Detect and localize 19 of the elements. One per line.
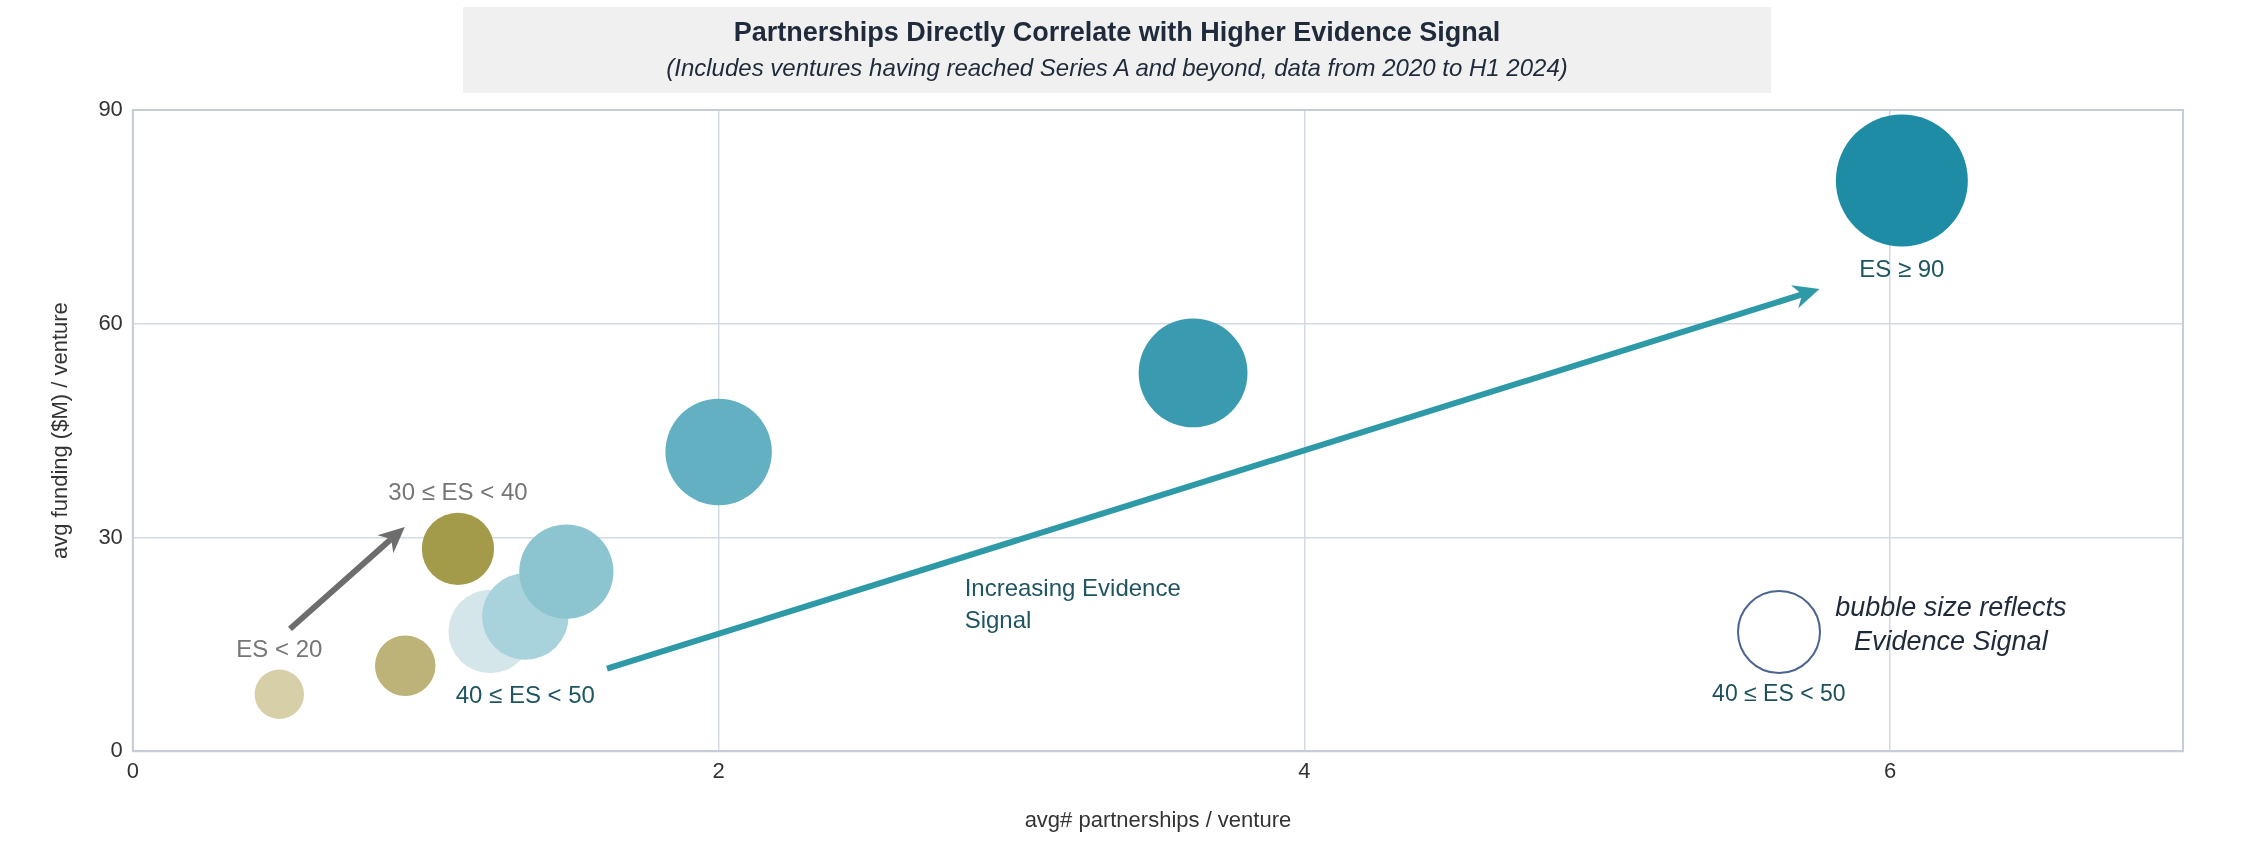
annotation: ES < 20	[236, 634, 323, 662]
annotation: Increasing Evidence Signal	[964, 573, 1181, 633]
y-tick-label: 0	[110, 737, 123, 763]
x-axis-title: avg# partnerships / venture	[1024, 806, 1292, 832]
x-tick-label: 0	[126, 758, 139, 784]
annotation: ES ≥ 90	[1859, 254, 1945, 282]
y-tick-label: 90	[98, 96, 123, 122]
x-tick-label: 4	[1298, 758, 1311, 784]
annotation: bubble size reflects Evidence Signal	[1834, 590, 2068, 658]
x-tick-label: 6	[1884, 758, 1897, 784]
annotation: 40 ≤ ES < 50	[455, 680, 595, 708]
chart-title: Partnerships Directly Correlate with Higher Evidence Signal	[732, 17, 1502, 48]
annotation: 40 ≤ ES < 50	[1711, 679, 1847, 707]
y-tick-label: 30	[98, 523, 123, 549]
annotation: 30 ≤ ES < 40	[388, 477, 528, 505]
y-axis-title: avg funding ($M) / venture	[47, 302, 73, 560]
chart-subtitle: (Includes ventures having reached Series A and beyond, data from 2020 to H1 2024)	[665, 54, 1569, 82]
y-tick-label: 60	[98, 309, 123, 335]
x-tick-label: 2	[712, 758, 725, 784]
